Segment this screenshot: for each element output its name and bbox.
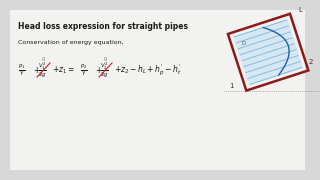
FancyBboxPatch shape: [10, 10, 305, 170]
Text: $\frac{p_2}{\gamma}$: $\frac{p_2}{\gamma}$: [80, 62, 88, 78]
Text: D: D: [241, 40, 245, 46]
Text: Head loss expression for straight pipes: Head loss expression for straight pipes: [18, 22, 188, 31]
Text: $0$: $0$: [103, 55, 108, 63]
Text: $+$: $+$: [95, 65, 103, 75]
Text: $\frac{p_1}{\gamma}$: $\frac{p_1}{\gamma}$: [18, 62, 26, 78]
Text: $0$: $0$: [41, 55, 45, 63]
Text: $+ z_1 =$: $+ z_1 =$: [52, 64, 75, 76]
Polygon shape: [233, 19, 303, 86]
Text: $+ z_2 - h_L + h_p^{'} - h_t^{'}$: $+ z_2 - h_L + h_p^{'} - h_t^{'}$: [114, 62, 182, 78]
Text: $+$: $+$: [33, 65, 41, 75]
Text: $\frac{V_1^2}{2g}$: $\frac{V_1^2}{2g}$: [38, 60, 47, 80]
Text: L: L: [299, 7, 303, 13]
Text: 2: 2: [308, 59, 313, 65]
Text: 1: 1: [229, 83, 234, 89]
Text: $\frac{V_2^2}{2g}$: $\frac{V_2^2}{2g}$: [100, 60, 109, 80]
Text: Conservation of energy equation,: Conservation of energy equation,: [18, 40, 124, 45]
